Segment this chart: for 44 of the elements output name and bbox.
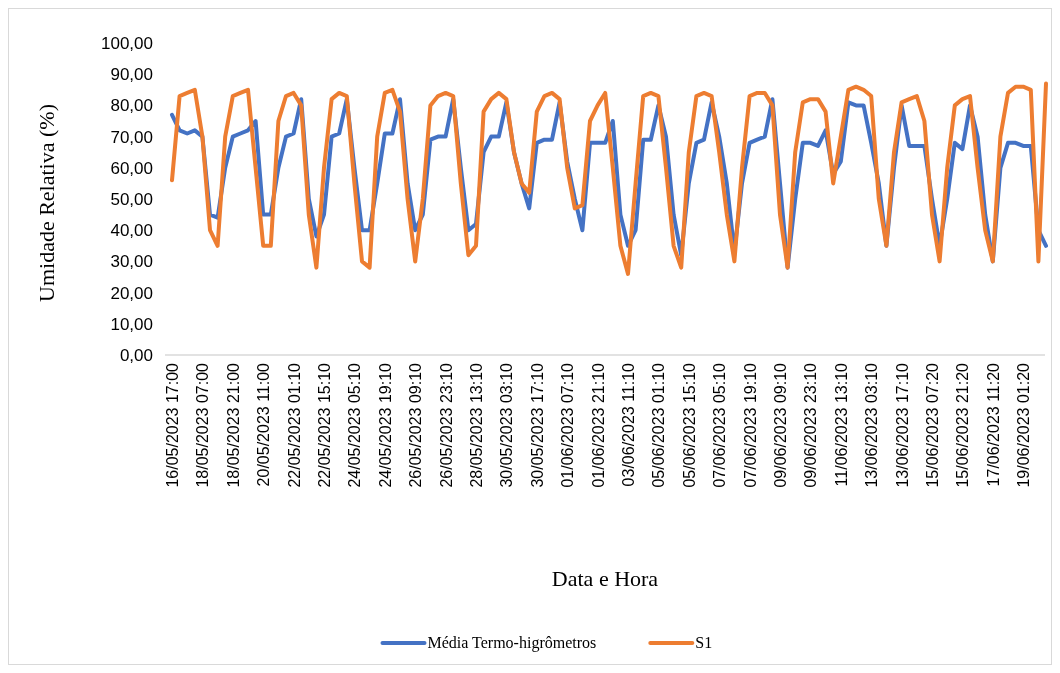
- legend-label: S1: [695, 634, 713, 651]
- y-tick-label: 100,00: [101, 34, 153, 53]
- x-tick-label: 17/06/2023 11:20: [984, 362, 1002, 487]
- x-tick-label: 22/05/2023 01:10: [285, 362, 303, 488]
- x-tick-label: 24/05/2023 05:10: [346, 362, 364, 488]
- x-tick-label: 01/06/2023 07:10: [559, 362, 577, 488]
- y-tick-label: 50,00: [110, 190, 153, 209]
- y-tick-label: 10,00: [110, 314, 153, 334]
- x-tick-label: 28/05/2023 13:10: [468, 362, 485, 488]
- y-tick-label: 40,00: [110, 221, 153, 241]
- x-tick-label: 03/06/2023 11:10: [620, 362, 637, 487]
- y-tick-label: 20,00: [110, 283, 153, 303]
- x-tick-label: 05/06/2023 01:10: [650, 362, 668, 488]
- y-tick-label: 80,00: [110, 96, 153, 116]
- legend-label: Média Termo-higrômetros: [427, 634, 597, 652]
- x-tick-label: 09/06/2023 23:10: [802, 362, 820, 488]
- y-tick-label: 30,00: [110, 252, 153, 272]
- x-tick-label: 01/06/2023 21:10: [589, 362, 607, 488]
- y-tick-label: 0,00: [119, 346, 153, 365]
- x-tick-label: 22/05/2023 15:10: [316, 362, 333, 488]
- x-tick-label: 26/05/2023 09:10: [407, 362, 425, 488]
- x-tick-label: 13/06/2023 17:10: [893, 362, 911, 488]
- x-tick-label: 20/05/2023 11:00: [255, 362, 273, 487]
- x-tick-label: 30/05/2023 03:10: [498, 362, 516, 488]
- x-tick-label: 11/06/2023 13:10: [832, 362, 850, 487]
- x-tick-label: 18/05/2023 07:00: [194, 362, 212, 488]
- y-tick-label: 70,00: [110, 127, 153, 147]
- x-tick-label: 07/06/2023 19:10: [741, 362, 759, 488]
- x-axis-title: Data e Hora: [551, 566, 659, 591]
- y-tick-label: 60,00: [110, 158, 153, 178]
- x-tick-label: 30/05/2023 17:10: [528, 362, 546, 488]
- x-tick-label: 13/06/2023 03:10: [863, 362, 881, 488]
- x-tick-label: 15/06/2023 21:20: [954, 362, 972, 488]
- x-tick-label: 16/05/2023 17:00: [164, 362, 181, 488]
- x-tick-label: 24/05/2023 19:10: [376, 362, 394, 488]
- x-tick-label: 15/06/2023 07:20: [924, 362, 941, 488]
- x-tick-label: 26/05/2023 23:10: [437, 362, 455, 488]
- y-axis-title: Umidade Relativa (%): [34, 104, 59, 302]
- x-tick-label: 07/06/2023 05:10: [711, 362, 729, 488]
- x-tick-label: 19/06/2023 01:20: [1015, 362, 1033, 488]
- x-tick-label: 05/06/2023 15:10: [680, 362, 698, 488]
- x-tick-label: 18/05/2023 21:00: [224, 362, 242, 488]
- y-tick-label: 90,00: [110, 65, 153, 85]
- x-tick-label: 09/06/2023 09:10: [772, 362, 789, 488]
